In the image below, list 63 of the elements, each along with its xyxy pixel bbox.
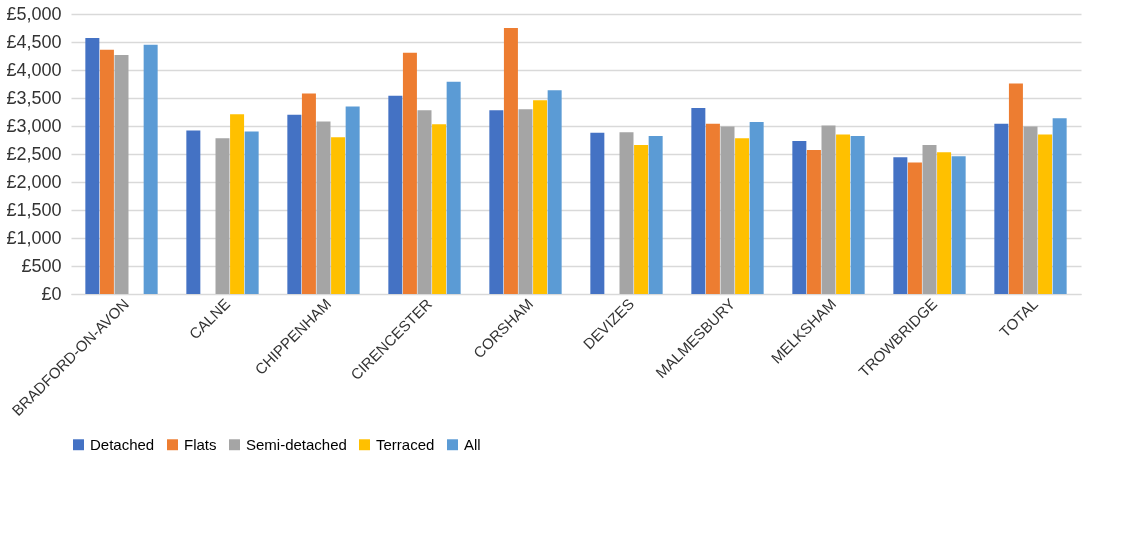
bar xyxy=(1008,83,1023,294)
y-tick-label: £2,000 xyxy=(6,171,62,192)
bar xyxy=(533,100,548,294)
bar xyxy=(85,38,100,294)
bar xyxy=(720,126,735,294)
y-tick-label: £5,000 xyxy=(6,3,62,24)
bar xyxy=(489,110,504,294)
y-tick-label: £1,000 xyxy=(6,227,62,248)
bar xyxy=(850,136,865,294)
bar xyxy=(186,130,201,294)
bar xyxy=(518,109,533,294)
bar xyxy=(634,145,649,294)
bar xyxy=(619,132,634,294)
y-tick-label: £0 xyxy=(41,283,62,304)
bar xyxy=(937,152,952,294)
bar xyxy=(215,138,230,294)
bar xyxy=(244,131,259,294)
bar xyxy=(691,108,706,294)
bar xyxy=(749,122,764,294)
bar xyxy=(1023,126,1038,294)
y-tick-label: £1,500 xyxy=(6,199,62,220)
y-tick-label: £2,500 xyxy=(6,143,62,164)
legend-label: Detached xyxy=(90,435,155,453)
bar xyxy=(994,123,1009,294)
bar xyxy=(1052,118,1067,294)
bar xyxy=(446,81,461,294)
bar xyxy=(432,124,447,294)
bar xyxy=(388,95,403,294)
bar xyxy=(417,110,432,294)
bar xyxy=(893,157,908,294)
y-tick-label: £500 xyxy=(21,255,62,276)
bar xyxy=(143,44,158,294)
bar xyxy=(836,134,851,294)
legend-label: Flats xyxy=(184,435,217,453)
bar xyxy=(331,137,346,294)
bar xyxy=(821,125,836,294)
bar xyxy=(648,136,663,294)
y-tick-label: £3,000 xyxy=(6,115,62,136)
bar xyxy=(907,162,922,294)
bar xyxy=(951,156,966,294)
bar xyxy=(705,123,720,294)
y-tick-label: £3,500 xyxy=(6,87,62,108)
bar xyxy=(402,52,417,294)
bar xyxy=(345,106,360,294)
bar xyxy=(792,141,807,294)
bar xyxy=(99,49,114,294)
bar xyxy=(806,150,821,294)
bar xyxy=(547,90,562,294)
y-tick-label: £4,000 xyxy=(6,59,62,80)
bar xyxy=(316,121,331,294)
bar xyxy=(301,93,316,294)
bar xyxy=(503,28,518,294)
y-tick-label: £4,500 xyxy=(6,31,62,52)
bar xyxy=(922,145,937,294)
bar xyxy=(230,114,245,294)
bar xyxy=(735,138,750,294)
bar xyxy=(287,114,302,294)
bar xyxy=(1038,134,1053,294)
legend-label: Semi-detached xyxy=(246,435,347,453)
legend-label: Terraced xyxy=(376,435,435,453)
bar xyxy=(114,54,129,294)
legend-label: All xyxy=(464,435,481,453)
bar xyxy=(590,132,605,294)
